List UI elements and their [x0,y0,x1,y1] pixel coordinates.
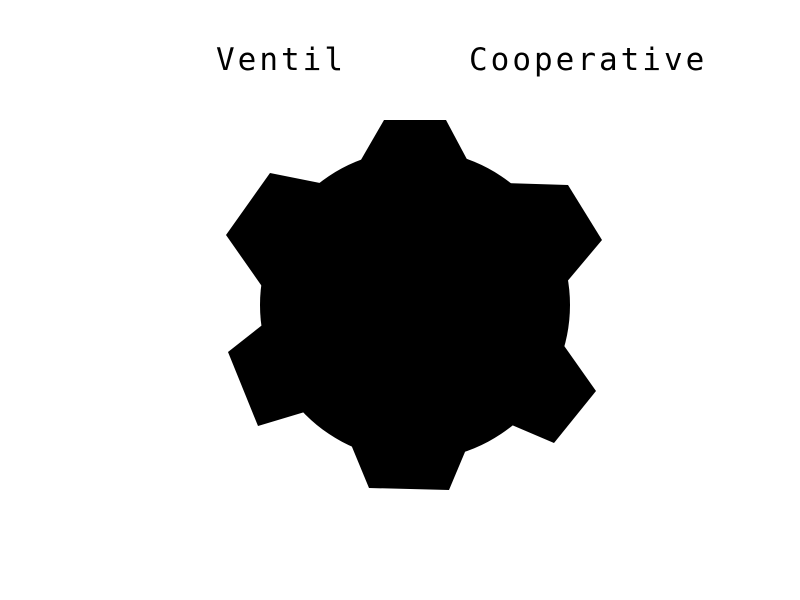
ventil-label: Ventil [216,42,346,78]
gear-tooth-lower-right [500,340,596,443]
gear-tooth-upper-left [226,173,330,295]
gear-tooth-top [358,120,470,165]
gear-tooth-bottom [345,430,470,490]
cooperative-label: Cooperative [469,42,708,78]
gear-tooth-upper-right [505,183,602,290]
gear-shape [226,120,602,490]
gear-tooth-lower-left [228,315,318,426]
gear-hub [260,150,570,460]
